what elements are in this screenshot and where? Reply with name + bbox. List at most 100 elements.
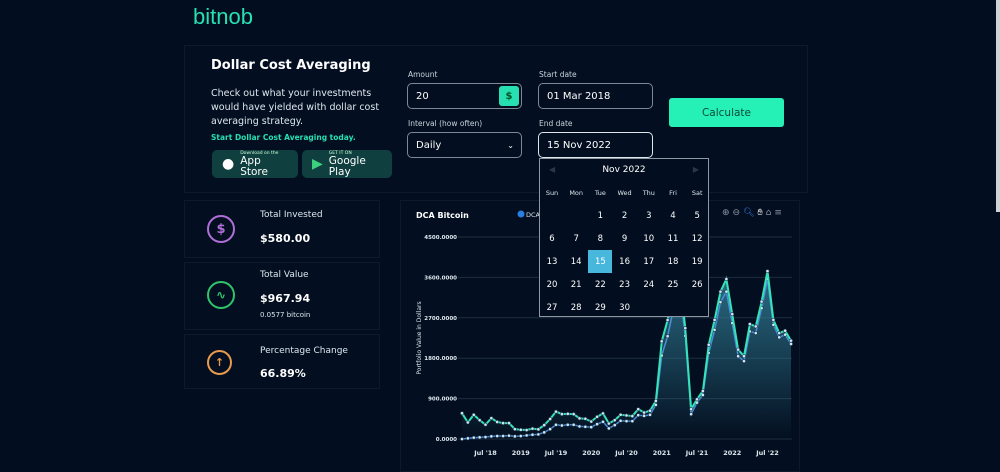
calendar-day[interactable]: 7 (573, 233, 579, 244)
calendar-day[interactable]: 27 (546, 302, 558, 313)
data-point[interactable] (542, 423, 547, 427)
data-point[interactable] (742, 354, 746, 359)
data-point[interactable] (736, 347, 741, 352)
home-icon[interactable]: ⌂ (765, 208, 772, 218)
data-point[interactable] (718, 289, 723, 294)
scrollbar[interactable] (996, 0, 1000, 212)
data-point[interactable] (606, 421, 611, 426)
data-point[interactable] (460, 437, 464, 441)
calendar-day[interactable]: 5 (694, 210, 700, 221)
data-point[interactable] (659, 339, 664, 344)
data-point[interactable] (548, 417, 553, 421)
next-month-button[interactable]: ▶ (692, 165, 699, 174)
calendar-day[interactable]: 8 (597, 233, 604, 244)
data-point[interactable] (618, 418, 623, 423)
data-point[interactable] (653, 398, 658, 403)
data-point[interactable] (559, 423, 564, 428)
zoom-in-icon[interactable]: ⊕ (722, 208, 730, 218)
data-point[interactable] (571, 412, 576, 416)
calendar-day[interactable]: 24 (643, 279, 655, 290)
data-point[interactable] (501, 434, 506, 438)
data-point[interactable] (471, 435, 476, 440)
data-point[interactable] (577, 424, 582, 429)
data-point[interactable] (695, 397, 699, 402)
zoom-out-icon[interactable]: ⊖ (732, 208, 741, 218)
data-point[interactable] (753, 331, 758, 335)
calendar-day[interactable]: 29 (594, 302, 606, 313)
data-point[interactable] (777, 335, 782, 340)
data-point[interactable] (589, 419, 594, 424)
data-point[interactable] (789, 338, 793, 343)
data-point[interactable] (518, 427, 523, 432)
calendar-day[interactable]: 16 (619, 256, 630, 267)
data-point[interactable] (636, 407, 641, 412)
currency-button[interactable]: $ (499, 86, 519, 106)
interval-select[interactable]: Daily ⌄ (407, 132, 522, 158)
data-point[interactable] (583, 424, 588, 429)
calendar-day-selected[interactable]: 15 (588, 250, 613, 273)
calendar-day[interactable]: 3 (646, 210, 652, 221)
data-point[interactable] (736, 354, 741, 359)
calendar-day[interactable]: 30 (619, 302, 630, 313)
selection-zoom-icon[interactable]: 🔍︎ (743, 208, 755, 218)
data-point[interactable] (471, 412, 476, 417)
data-point[interactable] (465, 436, 470, 441)
calendar-day[interactable]: 26 (691, 279, 703, 290)
data-point[interactable] (777, 331, 782, 335)
calendar-day[interactable]: 13 (546, 256, 558, 267)
data-point[interactable] (595, 422, 600, 426)
data-point[interactable] (589, 425, 594, 430)
data-point[interactable] (548, 427, 553, 431)
data-point[interactable] (565, 411, 570, 416)
data-point[interactable] (771, 317, 776, 322)
data-point[interactable] (618, 412, 623, 417)
data-point[interactable] (583, 416, 588, 421)
calendar-day[interactable]: 23 (619, 279, 630, 290)
calendar-day[interactable]: 12 (691, 233, 703, 244)
data-point[interactable] (700, 393, 705, 397)
data-point[interactable] (559, 412, 564, 416)
data-point[interactable] (501, 421, 506, 425)
data-point[interactable] (477, 435, 482, 440)
legend-label[interactable]: DCA (526, 211, 541, 219)
data-point[interactable] (465, 420, 470, 425)
data-point[interactable] (606, 426, 611, 431)
data-point[interactable] (612, 423, 617, 427)
data-point[interactable] (624, 419, 629, 424)
data-point[interactable] (460, 411, 464, 416)
calendar-day[interactable]: 22 (594, 279, 606, 290)
data-point[interactable] (724, 277, 729, 281)
data-point[interactable] (712, 317, 717, 322)
data-point[interactable] (507, 433, 511, 438)
data-point[interactable] (601, 419, 605, 424)
data-point[interactable] (665, 318, 670, 322)
data-point[interactable] (554, 409, 558, 414)
data-point[interactable] (507, 421, 511, 425)
data-point[interactable] (753, 324, 758, 329)
data-point[interactable] (524, 428, 529, 432)
data-point[interactable] (489, 416, 494, 421)
data-point[interactable] (524, 433, 529, 438)
app-store-button[interactable]: ● Download on the App Store (212, 150, 298, 178)
calendar-day[interactable]: 11 (667, 233, 679, 244)
data-point[interactable] (789, 342, 793, 346)
data-point[interactable] (706, 342, 711, 347)
data-point[interactable] (577, 416, 582, 421)
data-point[interactable] (642, 410, 647, 415)
calendar-day[interactable]: 2 (621, 210, 628, 221)
menu-icon[interactable]: ≡ (774, 208, 782, 218)
data-point[interactable] (483, 422, 488, 427)
data-point[interactable] (530, 426, 535, 431)
calendar-day[interactable]: 1 (597, 210, 604, 221)
start-date-input[interactable]: 01 Mar 2018 (538, 83, 653, 109)
data-point[interactable] (612, 418, 617, 423)
legend-dot[interactable] (517, 210, 525, 218)
data-point[interactable] (642, 413, 647, 418)
data-point[interactable] (512, 427, 517, 432)
amount-input[interactable]: 20 $ (407, 83, 522, 109)
calendar-day[interactable]: 28 (570, 302, 582, 313)
data-point[interactable] (730, 312, 735, 317)
data-point[interactable] (765, 269, 770, 274)
calendar-day[interactable]: 14 (570, 256, 582, 267)
bitnob-logo[interactable]: bitnob (193, 4, 253, 29)
